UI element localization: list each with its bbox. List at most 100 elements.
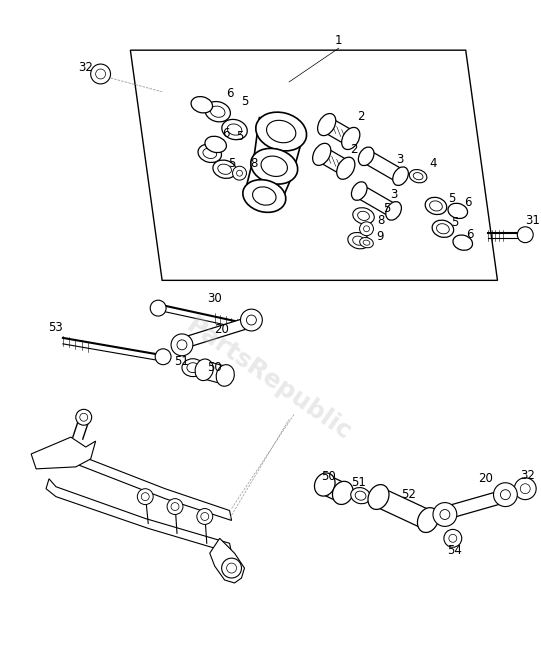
Text: 51: 51 xyxy=(175,355,189,368)
Text: 6: 6 xyxy=(464,196,471,209)
Ellipse shape xyxy=(363,240,370,245)
Text: 5: 5 xyxy=(241,96,248,109)
Text: 3: 3 xyxy=(391,188,398,201)
Text: 54: 54 xyxy=(447,543,462,556)
Polygon shape xyxy=(130,50,498,280)
Ellipse shape xyxy=(348,233,370,249)
Text: 9: 9 xyxy=(377,230,384,243)
Ellipse shape xyxy=(418,508,438,532)
Circle shape xyxy=(80,413,88,421)
Circle shape xyxy=(241,309,262,331)
Ellipse shape xyxy=(191,97,213,113)
Circle shape xyxy=(150,300,166,316)
Circle shape xyxy=(500,489,510,500)
Text: 5: 5 xyxy=(236,130,243,143)
Text: 6: 6 xyxy=(222,127,229,140)
Text: 8: 8 xyxy=(250,157,258,170)
Text: PartsRepublic: PartsRepublic xyxy=(182,313,357,445)
Circle shape xyxy=(177,340,187,350)
Ellipse shape xyxy=(195,359,213,381)
Text: 5: 5 xyxy=(451,216,458,229)
Ellipse shape xyxy=(337,157,355,179)
Text: 53: 53 xyxy=(49,322,63,335)
Ellipse shape xyxy=(358,211,370,220)
Text: 50: 50 xyxy=(321,471,336,484)
Ellipse shape xyxy=(222,120,247,140)
Ellipse shape xyxy=(313,143,331,165)
Text: 20: 20 xyxy=(214,324,229,337)
Circle shape xyxy=(137,489,153,504)
Ellipse shape xyxy=(253,187,276,205)
Ellipse shape xyxy=(243,179,286,213)
Ellipse shape xyxy=(368,485,389,510)
Ellipse shape xyxy=(218,164,232,174)
Ellipse shape xyxy=(333,481,353,504)
Circle shape xyxy=(171,502,179,510)
Circle shape xyxy=(444,529,462,547)
Circle shape xyxy=(141,493,149,500)
Polygon shape xyxy=(31,437,96,469)
Circle shape xyxy=(520,484,530,493)
Text: 3: 3 xyxy=(397,153,404,166)
Circle shape xyxy=(233,166,247,180)
Ellipse shape xyxy=(210,106,225,117)
Circle shape xyxy=(247,315,256,325)
Circle shape xyxy=(493,483,517,506)
Circle shape xyxy=(91,64,110,84)
Ellipse shape xyxy=(205,136,227,153)
Ellipse shape xyxy=(437,224,449,234)
Ellipse shape xyxy=(393,167,408,185)
Text: 4: 4 xyxy=(429,157,437,170)
Text: 5: 5 xyxy=(228,157,235,170)
Ellipse shape xyxy=(256,112,307,151)
Text: 31: 31 xyxy=(525,214,539,227)
Ellipse shape xyxy=(314,473,335,496)
Ellipse shape xyxy=(355,491,366,500)
Ellipse shape xyxy=(353,208,374,224)
Text: 1: 1 xyxy=(335,34,342,47)
Ellipse shape xyxy=(187,363,199,372)
Text: 30: 30 xyxy=(207,292,222,305)
Ellipse shape xyxy=(448,203,467,218)
Text: 20: 20 xyxy=(478,473,493,486)
Polygon shape xyxy=(46,479,232,553)
Ellipse shape xyxy=(342,127,360,150)
Circle shape xyxy=(222,558,241,578)
Ellipse shape xyxy=(203,148,216,159)
Ellipse shape xyxy=(425,198,447,214)
Text: 52: 52 xyxy=(401,488,415,501)
Circle shape xyxy=(360,222,373,236)
Ellipse shape xyxy=(182,359,204,376)
Text: 6: 6 xyxy=(226,87,233,100)
Ellipse shape xyxy=(213,160,236,178)
Text: 32: 32 xyxy=(78,60,93,73)
Text: 5: 5 xyxy=(448,192,456,205)
Polygon shape xyxy=(63,449,232,521)
Circle shape xyxy=(155,349,171,365)
Circle shape xyxy=(449,534,457,542)
Ellipse shape xyxy=(318,114,336,136)
Ellipse shape xyxy=(352,182,367,200)
Ellipse shape xyxy=(410,170,427,183)
Ellipse shape xyxy=(261,156,287,176)
Text: 6: 6 xyxy=(466,228,473,241)
Ellipse shape xyxy=(386,202,401,220)
Ellipse shape xyxy=(267,120,296,143)
Circle shape xyxy=(167,499,183,515)
Circle shape xyxy=(96,69,105,79)
Ellipse shape xyxy=(227,124,242,135)
Ellipse shape xyxy=(216,365,234,386)
Text: 2: 2 xyxy=(357,110,364,123)
Text: 50: 50 xyxy=(207,361,222,374)
Text: 5: 5 xyxy=(382,202,390,215)
Ellipse shape xyxy=(430,201,443,211)
Circle shape xyxy=(433,502,457,526)
Polygon shape xyxy=(210,538,245,583)
Circle shape xyxy=(364,226,370,232)
Polygon shape xyxy=(175,315,259,350)
Circle shape xyxy=(171,334,193,356)
Ellipse shape xyxy=(358,147,374,166)
Text: 51: 51 xyxy=(351,476,366,489)
Circle shape xyxy=(440,510,450,519)
Ellipse shape xyxy=(413,173,423,180)
